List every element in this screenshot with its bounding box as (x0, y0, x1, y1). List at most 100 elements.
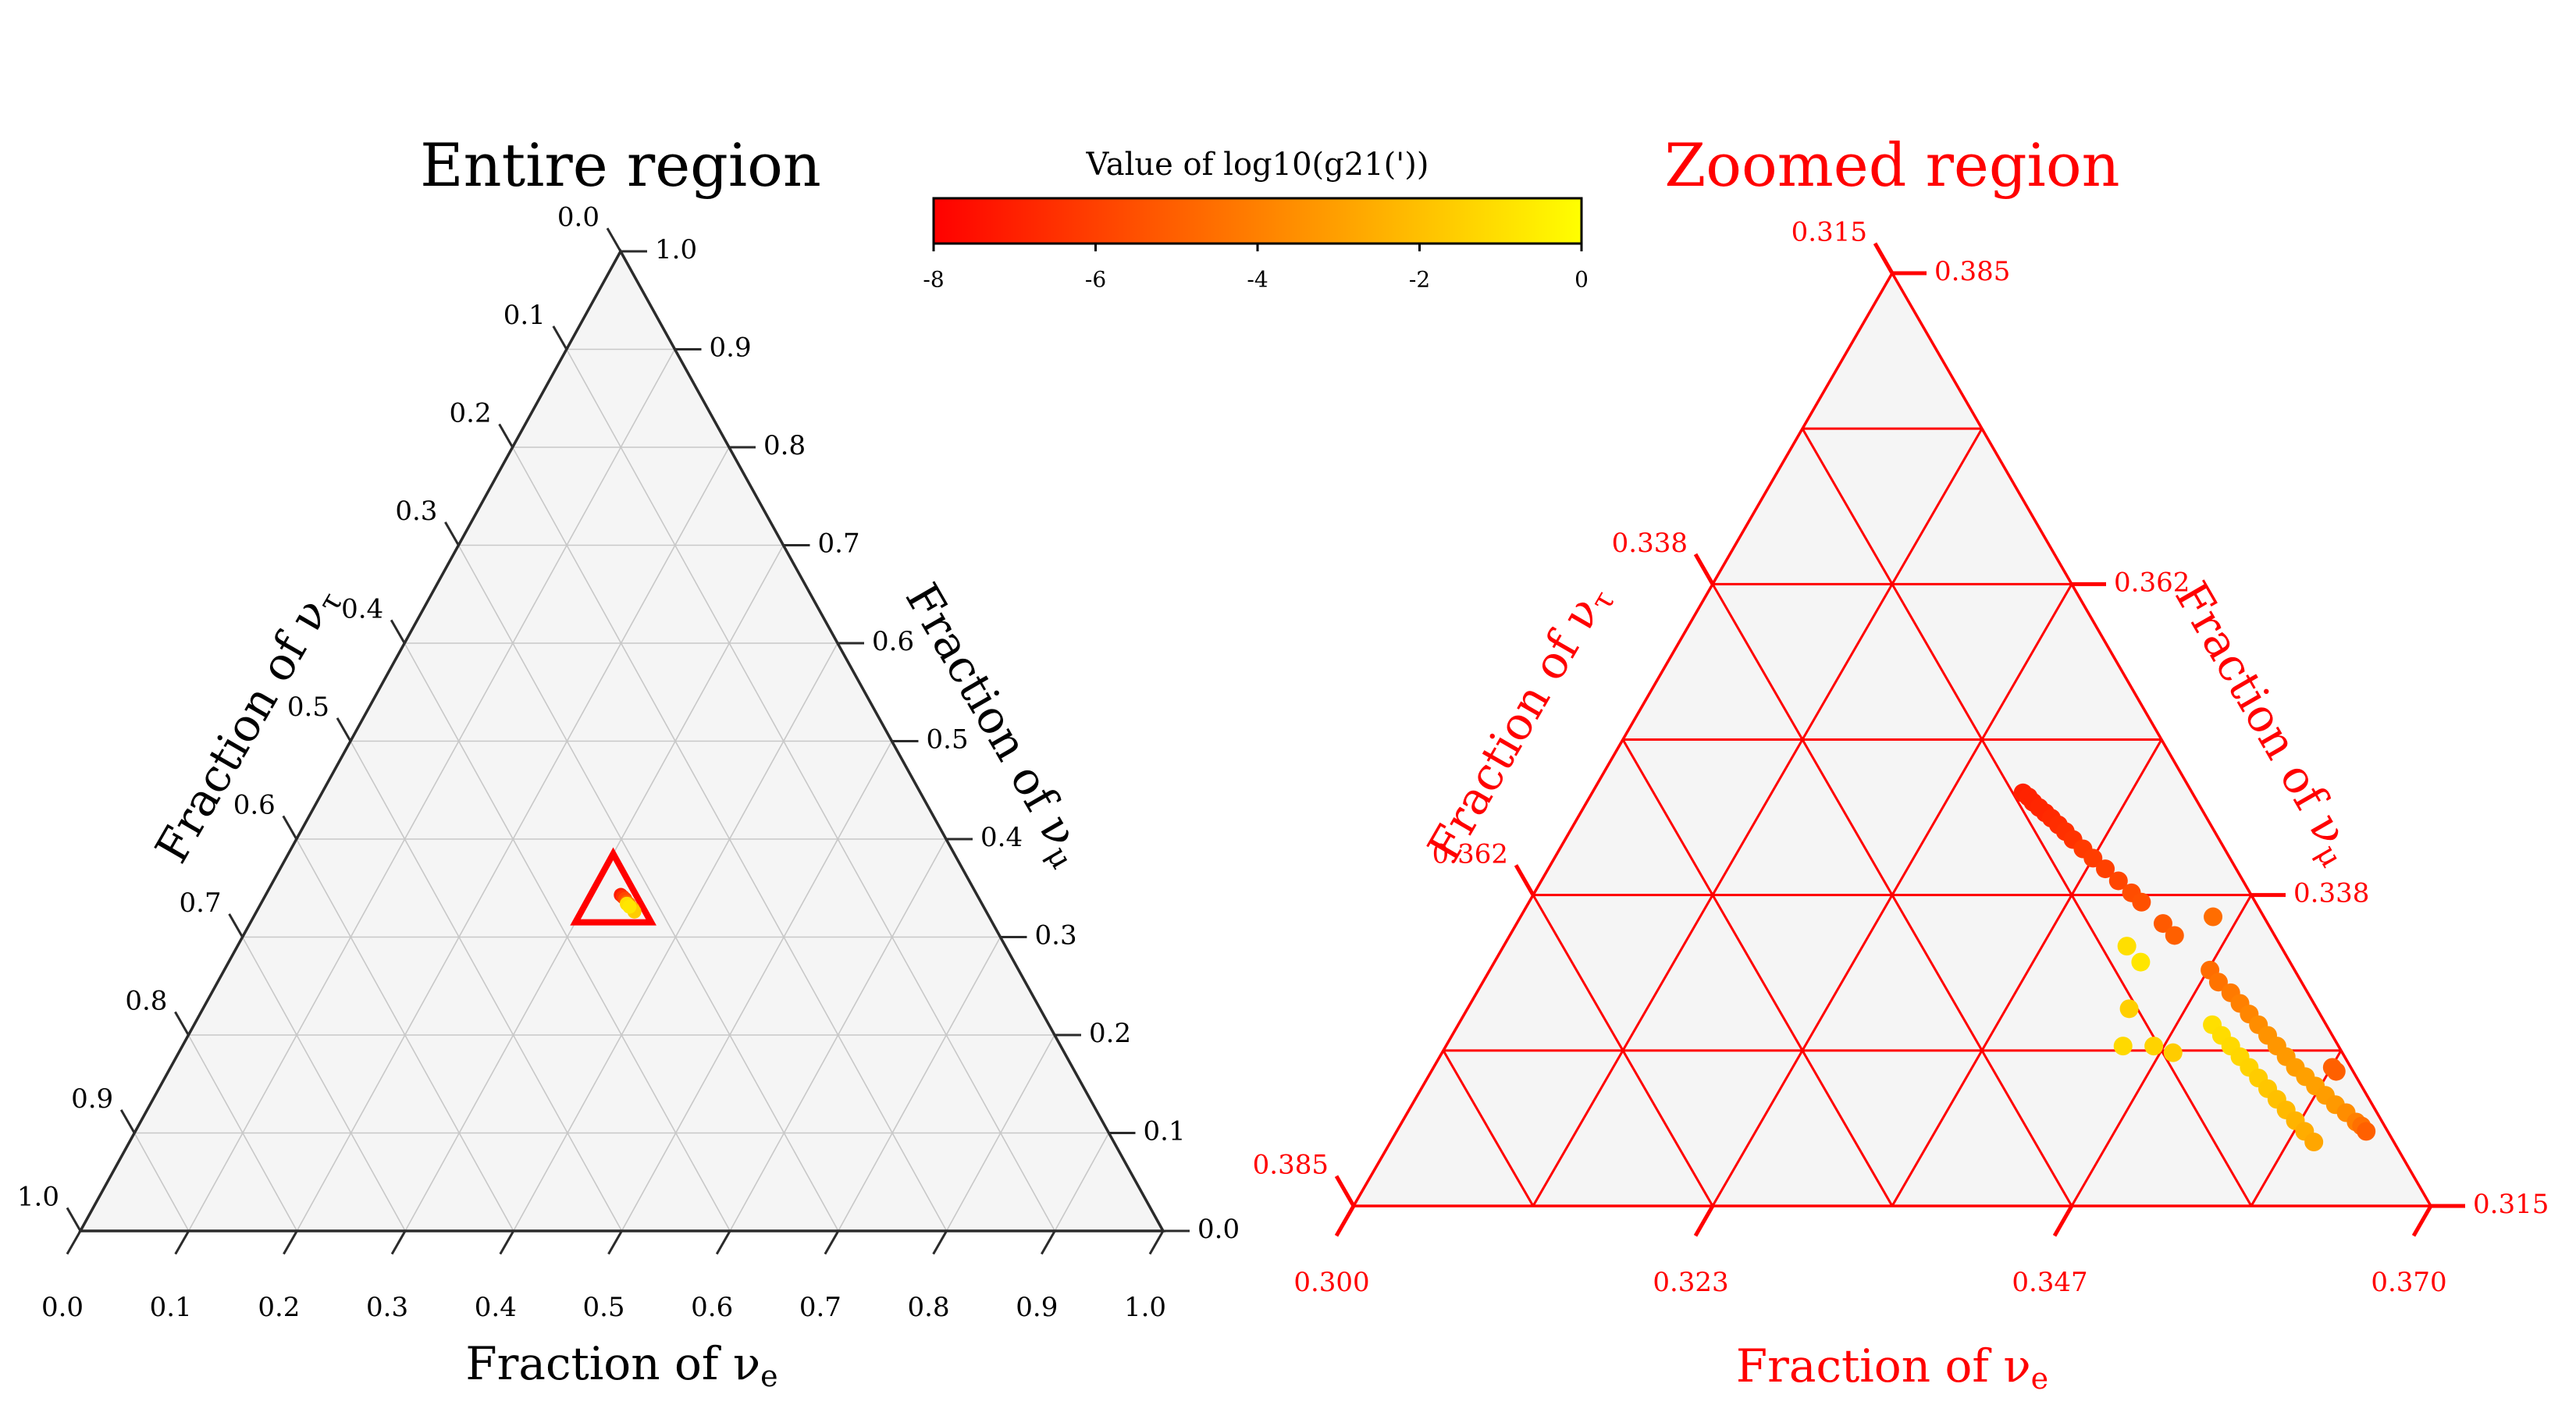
tick-bottom (390, 1230, 407, 1255)
tick-left (228, 913, 244, 938)
gridline (1054, 1133, 1110, 1232)
gridline (566, 349, 1055, 1232)
data-point (2132, 892, 2151, 912)
tick-bottom (1334, 1204, 1356, 1237)
tick-label-left: 0.362 (1432, 838, 1508, 870)
gridline (1891, 738, 2163, 1207)
tick-left (498, 423, 514, 448)
tick-label-left: 0.4 (341, 593, 383, 624)
tick-label-left: 0.0 (557, 201, 600, 233)
tick-label-left: 0.3 (395, 496, 437, 527)
tick-label-left: 0.9 (71, 1083, 113, 1115)
data-point (2153, 914, 2172, 934)
tick-label-bottom: 0.347 (2012, 1267, 2087, 1298)
tick-label-left: 0.5 (287, 692, 329, 723)
chart-title: Entire region (420, 130, 821, 200)
tick-left (444, 521, 460, 546)
tick-label-bottom: 0.370 (2371, 1267, 2446, 1298)
data-point (2119, 999, 2139, 1019)
tick-left (1873, 242, 1895, 275)
axis-label-bottom: Fraction of νe (465, 1337, 777, 1393)
colorbar: Value of log10(g21(')) -8 -6 -4 -2 0 (923, 147, 1589, 293)
tick-label-left: 0.1 (503, 300, 546, 331)
tick-bottom (1148, 1230, 1165, 1255)
data-point (2108, 871, 2128, 891)
gridline (838, 937, 1002, 1232)
gridline (621, 741, 893, 1232)
tick-label-bottom: 0.1 (150, 1292, 192, 1323)
data-point (2326, 1062, 2346, 1081)
tick-left (66, 1207, 82, 1232)
tick-label-left: 0.6 (233, 789, 276, 820)
colorbar-tick-label: -4 (1247, 267, 1268, 293)
tick-bottom (824, 1230, 840, 1255)
data-point (2117, 937, 2137, 956)
tick-label-right: 0.9 (710, 333, 752, 364)
tick-label-bottom: 0.8 (908, 1292, 950, 1323)
tick-label-right: 0.6 (872, 626, 914, 657)
tick-label-right: 0.3 (1035, 920, 1077, 951)
tick-left (606, 227, 622, 252)
tick-label-right: 0.7 (818, 528, 860, 560)
tick-left (1514, 864, 1535, 896)
tick-bottom (174, 1230, 190, 1255)
tick-label-bottom: 0.0 (41, 1292, 84, 1323)
gridline (187, 1034, 298, 1232)
tick-bottom (2052, 1204, 2074, 1237)
colorbar-tick-label: 0 (1574, 267, 1589, 293)
gridline (1621, 738, 1894, 1207)
tick-label-bottom: 0.2 (258, 1292, 300, 1323)
tick-bottom (1693, 1204, 1715, 1237)
colorbar-title: Value of log10(g21(')) (1086, 147, 1429, 183)
data-point (622, 899, 637, 914)
data-point (2113, 1037, 2133, 1056)
data-point (2204, 907, 2223, 927)
tick-label-left: 0.7 (180, 887, 222, 919)
tick-left (282, 815, 298, 840)
gridline (1442, 1050, 1535, 1207)
tick-label-right: 0.338 (2293, 878, 2369, 909)
tick-label-left: 0.8 (125, 985, 167, 1016)
gridline (1711, 583, 2073, 1207)
tick-bottom (499, 1230, 515, 1255)
gridline (350, 741, 623, 1232)
gridline (729, 838, 947, 1232)
tick-label-right: 0.2 (1089, 1018, 1131, 1049)
tick-bottom (66, 1230, 82, 1255)
gridline (1532, 894, 1714, 1207)
tick-label-left: 0.385 (1253, 1150, 1329, 1181)
tick-label-bottom: 0.3 (366, 1292, 408, 1323)
gridline (133, 1133, 190, 1232)
tick-left (1693, 553, 1715, 585)
tick-label-bottom: 0.300 (1293, 1267, 1369, 1298)
zoom-region-box (570, 847, 656, 926)
tick-label-right: 0.5 (927, 724, 969, 756)
tick-label-bottom: 0.7 (799, 1292, 841, 1323)
gridline (296, 838, 514, 1232)
tick-label-bottom: 0.323 (1653, 1267, 1728, 1298)
data-point (2163, 1043, 2183, 1062)
tick-label-bottom: 1.0 (1124, 1292, 1166, 1323)
tick-label-left: 0.2 (450, 397, 492, 429)
colorbar-tick-label: -8 (923, 267, 944, 293)
tick-left (174, 1011, 190, 1036)
colorbar-gradient (932, 197, 1583, 245)
tick-label-right: 0.385 (1934, 256, 2010, 287)
tick-label-right: 0.1 (1144, 1116, 1186, 1147)
tick-label-right: 1.0 (655, 234, 697, 265)
triangle-border (1350, 270, 2434, 1208)
tick-left (390, 619, 406, 644)
colorbar-tick-label: -2 (1409, 267, 1430, 293)
tick-bottom (1040, 1230, 1056, 1255)
tick-label-right: 0.315 (2473, 1189, 2549, 1220)
gridlines (133, 348, 1110, 1232)
data-point (2208, 973, 2228, 992)
gridline (945, 1034, 1055, 1232)
data-point (2144, 1037, 2164, 1056)
gridline (187, 349, 676, 1232)
tick-label-left: 0.338 (1612, 528, 1688, 559)
ternary-plot-entire-region: 0.0 0.1 0.2 0.3 0.4 0.5 0.6 0.7 0.8 0.9 1.0 0.0 0.1 0… (17, 130, 1240, 1393)
tick-left (336, 717, 352, 742)
gridline (1532, 428, 1984, 1207)
